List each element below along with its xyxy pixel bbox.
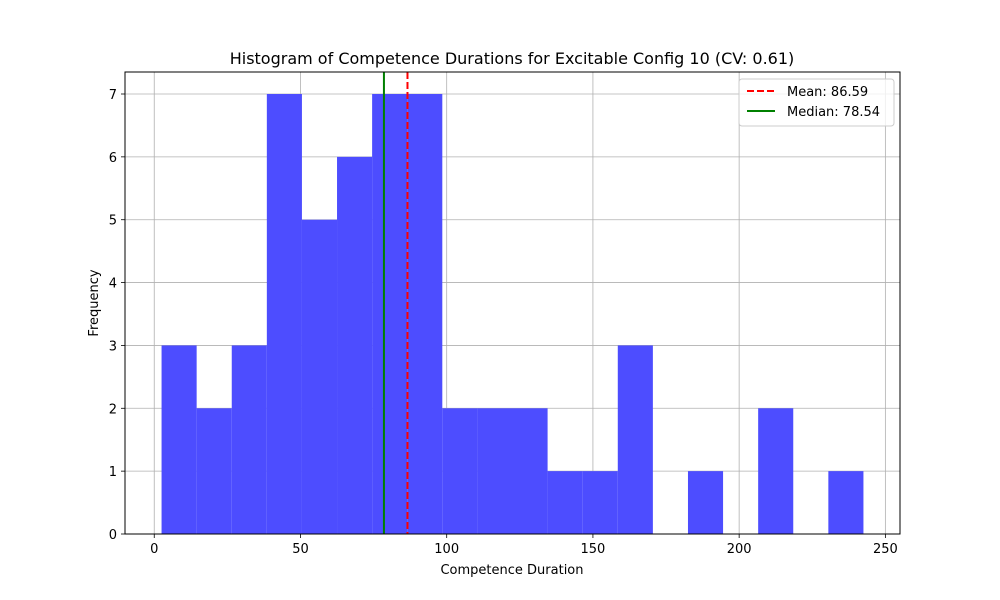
histogram-bar bbox=[617, 345, 653, 534]
histogram-bar bbox=[512, 408, 548, 534]
x-tick-label: 250 bbox=[873, 542, 898, 557]
y-tick-label: 4 bbox=[109, 277, 117, 292]
histogram-bars bbox=[161, 94, 864, 534]
x-axis-ticks: 0 50 100 150 200 250 bbox=[150, 534, 898, 557]
y-tick-label: 7 bbox=[109, 88, 117, 103]
chart-title: Histogram of Competence Durations for Ex… bbox=[230, 49, 795, 68]
y-axis-ticks: 0 1 2 3 4 5 6 7 bbox=[109, 88, 125, 543]
legend: Mean: 86.59 Median: 78.54 bbox=[738, 78, 895, 127]
y-tick-label: 5 bbox=[109, 214, 117, 229]
histogram-bar bbox=[301, 219, 338, 534]
reference-lines bbox=[382, 72, 409, 534]
plot-frame bbox=[124, 71, 901, 535]
x-tick-label: 200 bbox=[727, 542, 752, 557]
histogram-bar bbox=[407, 94, 443, 534]
histogram-bar bbox=[161, 345, 197, 534]
y-tick-label: 0 bbox=[109, 528, 117, 543]
histogram-bar bbox=[582, 471, 618, 534]
legend-median-label: Median: 78.54 bbox=[787, 105, 880, 120]
x-axis-label: Competence Duration bbox=[440, 563, 583, 578]
histogram-bar bbox=[231, 345, 267, 534]
y-tick-label: 1 bbox=[109, 465, 117, 480]
y-tick-label: 6 bbox=[109, 151, 117, 166]
histogram-bar bbox=[687, 471, 724, 534]
histogram-bar bbox=[477, 408, 513, 534]
y-tick-label: 3 bbox=[109, 339, 117, 354]
x-tick-label: 150 bbox=[581, 542, 606, 557]
histogram-bar bbox=[758, 408, 794, 534]
histogram-bar bbox=[547, 471, 583, 534]
histogram-bar bbox=[196, 408, 232, 534]
x-tick-label: 50 bbox=[292, 542, 309, 557]
histogram-bar bbox=[828, 471, 864, 534]
x-tick-label: 100 bbox=[434, 542, 459, 557]
histogram-bar bbox=[266, 94, 302, 534]
y-axis-label: Frequency bbox=[87, 269, 102, 336]
legend-mean-label: Mean: 86.59 bbox=[787, 85, 868, 100]
x-tick-label: 0 bbox=[150, 542, 158, 557]
y-tick-label: 2 bbox=[109, 402, 117, 417]
histogram-bar bbox=[372, 94, 408, 534]
legend-box bbox=[738, 78, 895, 127]
histogram-bar bbox=[442, 408, 478, 534]
histogram-bar bbox=[337, 156, 373, 534]
